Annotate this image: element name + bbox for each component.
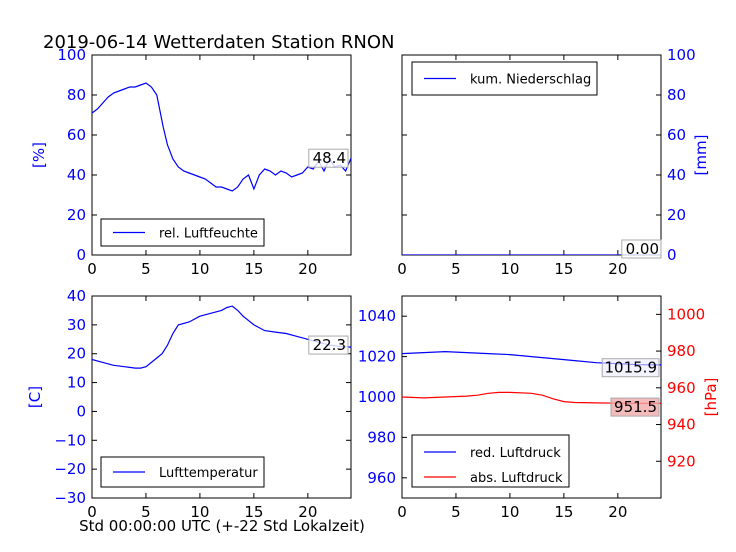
panel-temperature: 0 5 10 15 20 −30 −20 −10 0 10 20 30 40 [C] Lufttempera… [26, 287, 352, 521]
y-tick-label: 1040 [358, 307, 396, 325]
panel-precipitation: 0 5 10 15 20 0 20 40 60 80 100 [mm] kum. Niederschla… [397, 46, 710, 278]
y-tick-label-right: 960 [667, 379, 696, 397]
x-tick-label: 10 [500, 260, 519, 278]
y-axis-label: [C] [26, 386, 44, 408]
legend-label: red. Luftdruck [470, 446, 561, 461]
y-axis-label: [hPa] [702, 378, 720, 417]
x-tick-label: 10 [190, 260, 209, 278]
legend [411, 434, 570, 488]
series-line-1 [92, 305, 351, 369]
x-tick-label: 15 [554, 260, 573, 278]
y-tick-label: −20 [54, 460, 86, 478]
y-tick-label: 980 [367, 428, 396, 446]
x-tick-label: 0 [87, 260, 97, 278]
plot-frame [91, 54, 352, 256]
y-tick-label: 10 [67, 374, 86, 392]
last-value-abs-pressure: 951.5 [614, 398, 657, 416]
x-tick-label: 20 [298, 260, 317, 278]
x-tick-label: 15 [554, 503, 573, 521]
y-tick-label: 0 [76, 246, 86, 264]
panel-pressure: 0 5 10 15 20 960 980 1000 1020 1040 920 940 960 980 10… [358, 295, 720, 521]
panel-humidity: 0 5 10 15 20 0 20 40 60 80 100 [%] rel. Luftfeuchte 4… [30, 46, 352, 278]
y-tick-label-right: 20 [667, 206, 686, 224]
y-tick-label: −30 [54, 489, 86, 507]
x-tick-label: 15 [244, 260, 263, 278]
y-tick-label-right: 980 [667, 342, 696, 360]
x-tick-label: 20 [608, 503, 627, 521]
y-tick-label: 100 [57, 46, 86, 64]
last-value-temperature: 22.3 [313, 336, 346, 354]
last-value-abs-pressure-box [610, 397, 660, 417]
legend-label: kum. Niederschlag [470, 73, 591, 88]
y-tick-label: 40 [67, 166, 86, 184]
plot-frame [91, 295, 352, 499]
last-value-humidity: 48.4 [313, 149, 346, 167]
y-tick-label-right: 40 [667, 166, 686, 184]
y-tick-label-right: 1000 [667, 305, 705, 323]
legend-label: abs. Luftdruck [470, 471, 563, 486]
y-tick-label-right: 920 [667, 452, 696, 470]
y-tick-label: 60 [67, 126, 86, 144]
legend-label: rel. Luftfeuchte [159, 227, 258, 242]
y-tick-label: 0 [76, 402, 86, 420]
x-tick-label: 0 [87, 503, 97, 521]
x-tick-label: 0 [397, 503, 407, 521]
series-line-2 [402, 391, 661, 404]
legend-label: Lufttemperatur [159, 466, 258, 481]
last-value-temperature-box [308, 335, 349, 355]
y-tick-label: 1020 [358, 348, 396, 366]
y-tick-label: 40 [67, 287, 86, 305]
x-tick-label: 0 [397, 260, 407, 278]
series-line-1 [92, 82, 351, 192]
last-value-precipitation: 0.00 [626, 240, 659, 258]
x-tick-label: 5 [451, 260, 461, 278]
y-tick-label-right: 60 [667, 126, 686, 144]
y-tick-label: 30 [67, 316, 86, 334]
y-tick-label-right: 100 [667, 46, 696, 64]
y-tick-label-right: 80 [667, 86, 686, 104]
y-tick-label: −10 [54, 431, 86, 449]
last-value-humidity-box [308, 148, 349, 168]
x-tick-label: 5 [451, 503, 461, 521]
x-tick-label: 20 [608, 260, 627, 278]
y-tick-label-right: 0 [667, 246, 677, 264]
y-tick-label-right: 940 [667, 416, 696, 434]
last-value-red-pressure-box [601, 358, 660, 378]
chart-title: 2019-06-14 Wetterdaten Station RNON [43, 32, 394, 53]
x-tick-label: 10 [500, 503, 519, 521]
y-axis-label: [mm] [692, 135, 710, 176]
last-value-precipitation-box [621, 239, 662, 259]
y-tick-label: 80 [67, 86, 86, 104]
last-value-red-pressure: 1015.9 [605, 359, 658, 377]
x-tick-label: 5 [141, 503, 151, 521]
x-tick-label: 15 [244, 503, 263, 521]
y-tick-label: 20 [67, 345, 86, 363]
y-tick-label: 20 [67, 206, 86, 224]
x-tick-label: 5 [141, 260, 151, 278]
y-axis-label: [%] [30, 142, 48, 168]
x-axis-label: Std 00:00:00 UTC (+-22 Std Lokalzeit) [79, 517, 365, 535]
x-tick-label: 10 [190, 503, 209, 521]
y-tick-label: 1000 [358, 388, 396, 406]
x-tick-label: 20 [298, 503, 317, 521]
y-tick-label: 960 [367, 469, 396, 487]
